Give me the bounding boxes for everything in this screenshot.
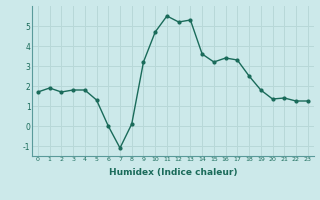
X-axis label: Humidex (Indice chaleur): Humidex (Indice chaleur) bbox=[108, 168, 237, 177]
